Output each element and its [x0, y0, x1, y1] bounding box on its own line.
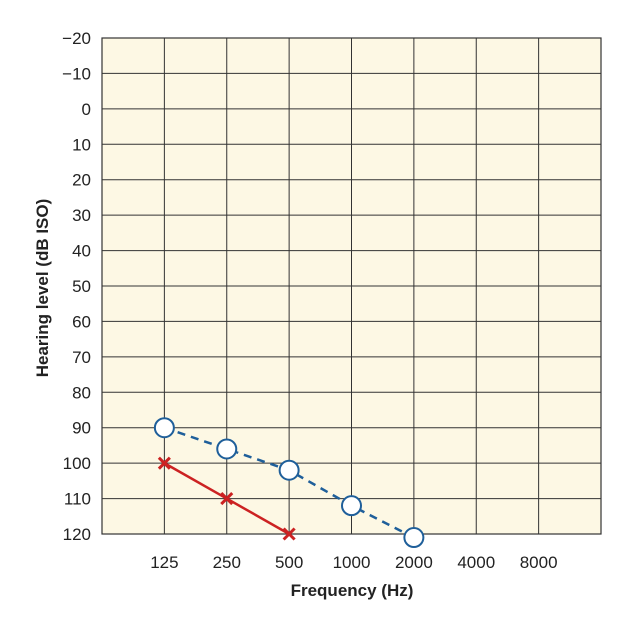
- y-axis-title: Hearing level (dB ISO): [33, 199, 52, 378]
- series-2-point: [157, 456, 171, 470]
- x-tick-label: 250: [213, 553, 241, 572]
- y-tick-label: 60: [72, 312, 91, 331]
- series-1-point: [216, 438, 238, 460]
- series-1-point: [403, 527, 425, 549]
- grid: [101, 37, 602, 535]
- y-tick-label: 100: [63, 454, 91, 473]
- y-tick-label: 80: [72, 383, 91, 402]
- y-tick-label: 40: [72, 242, 91, 261]
- y-tick-label: −20: [62, 29, 91, 48]
- x-axis-title: Frequency (Hz): [291, 581, 414, 600]
- y-tick-label: 120: [63, 525, 91, 544]
- series-1-point: [341, 495, 362, 517]
- x-tick-label: 1000: [333, 553, 371, 572]
- y-axis-ticks: −20 −10 0 10 20 30 40 50 60 70 80 90 100 110 120: [62, 29, 91, 544]
- y-tick-label: 50: [72, 277, 91, 296]
- y-tick-label: −10: [62, 64, 91, 83]
- cross-stroke: [157, 456, 171, 470]
- series-2-point: [282, 527, 296, 541]
- x-tick-label: 2000: [395, 553, 433, 572]
- y-tick-label: 20: [72, 171, 91, 190]
- series-1-point: [153, 417, 175, 439]
- y-tick-label: 110: [64, 490, 91, 509]
- cross-stroke: [220, 492, 234, 506]
- series-1-point: [278, 459, 300, 481]
- x-tick-label: 500: [275, 553, 303, 572]
- x-tick-label: 125: [150, 553, 178, 572]
- data-series: [153, 417, 425, 549]
- y-tick-label: 70: [72, 348, 91, 367]
- y-tick-label: 30: [72, 206, 91, 225]
- x-axis-ticks: 125 250 500 1000 2000 4000 8000: [150, 553, 557, 572]
- y-tick-label: 10: [72, 135, 91, 154]
- cross-stroke: [282, 527, 296, 541]
- x-tick-label: 8000: [520, 553, 558, 572]
- y-tick-label: 90: [72, 419, 91, 438]
- x-tick-label: 4000: [457, 553, 495, 572]
- series-2-point: [220, 492, 234, 506]
- y-tick-label: 0: [82, 100, 91, 119]
